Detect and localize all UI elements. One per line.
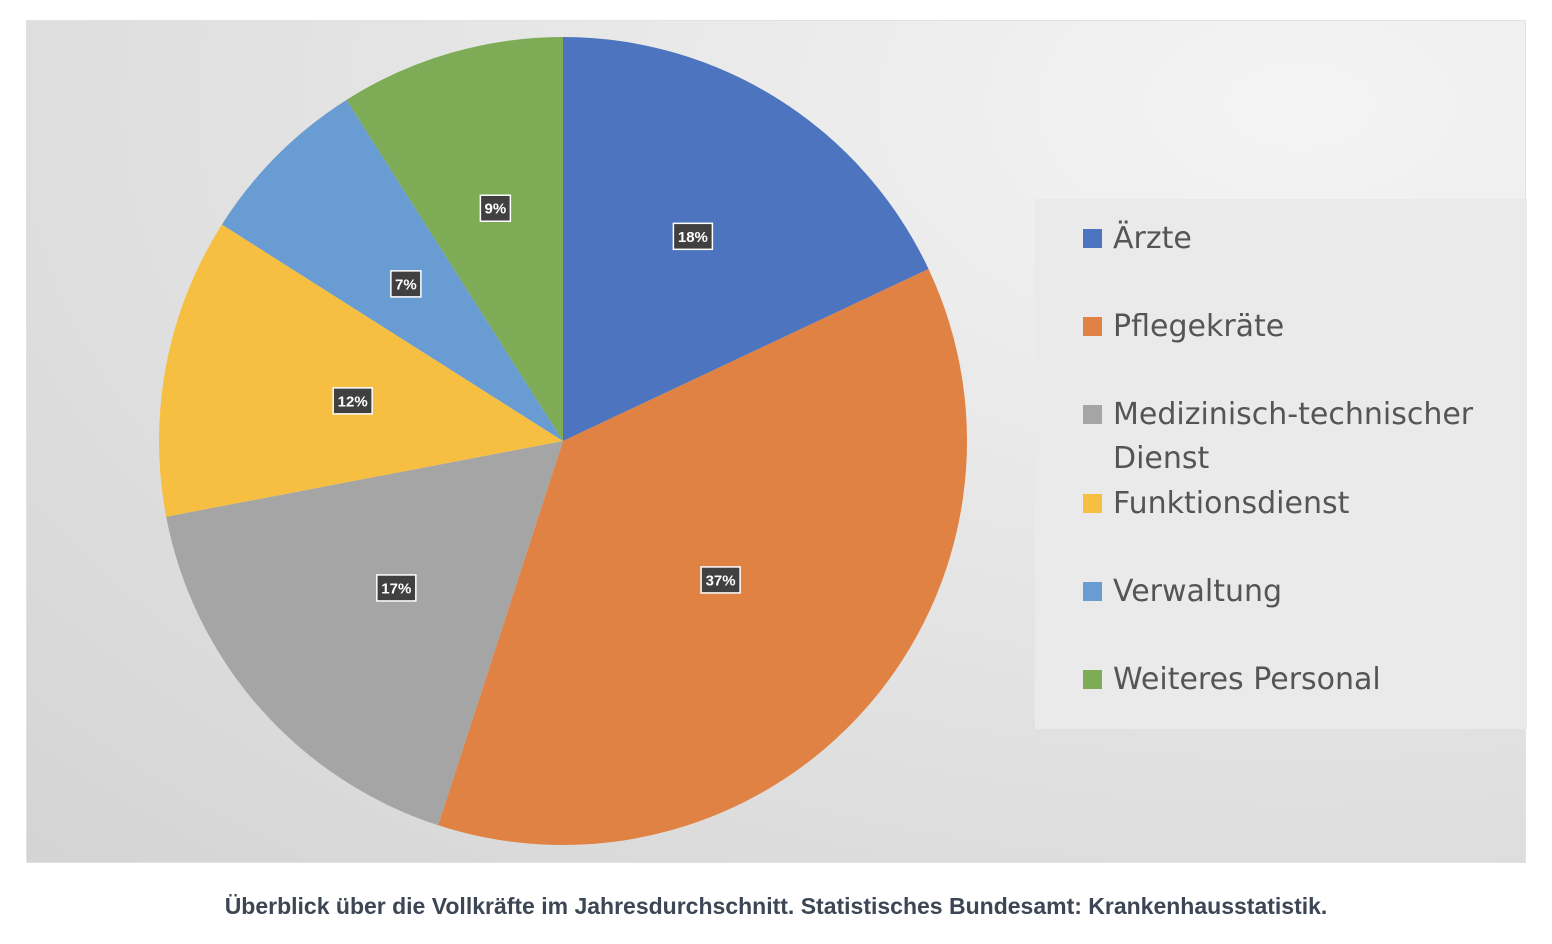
legend-item-verwaltung: Verwaltung bbox=[1083, 570, 1493, 614]
pie-chart: 18% 37% 17% 12% 7% 9% bbox=[159, 36, 968, 845]
legend-label: Verwaltung bbox=[1113, 574, 1283, 609]
pie-slice-pflegekraefte bbox=[438, 268, 968, 845]
chart-panel: 18% 37% 17% 12% 7% 9% Ärzte Pflegekräte Mediz… bbox=[26, 20, 1527, 863]
data-label-box bbox=[376, 574, 417, 602]
data-label-box bbox=[332, 387, 373, 415]
data-label-pflegekraefte: 37% bbox=[700, 566, 741, 594]
legend-item-aerzte: Ärzte bbox=[1083, 217, 1493, 261]
legend-item-medizinisch-technischer-dienst: Medizinisch-technischer Dienst bbox=[1083, 393, 1493, 481]
data-label-text: 17% bbox=[381, 580, 411, 597]
pie-slice-medizinisch-technischer-dienst bbox=[166, 441, 563, 826]
legend-item-funktionsdienst: Funktionsdienst bbox=[1083, 482, 1493, 526]
legend-item-weiteres-personal: Weiteres Personal bbox=[1083, 658, 1493, 702]
legend-label: Ärzte bbox=[1113, 221, 1192, 256]
legend-label: Pflegekräte bbox=[1113, 309, 1285, 344]
legend-label: Medizinisch-technischer Dienst bbox=[1113, 397, 1474, 476]
legend: Ärzte Pflegekräte Medizinisch-technische… bbox=[1035, 199, 1527, 729]
figure-caption: Überblick über die Vollkräfte im Jahresd… bbox=[224, 893, 1328, 919]
legend-swatch bbox=[1083, 405, 1102, 424]
data-label-box bbox=[390, 270, 422, 298]
data-label-medizinisch-technischer-dienst: 17% bbox=[376, 574, 417, 602]
pie-slice-aerzte bbox=[563, 37, 929, 441]
data-label-box bbox=[479, 194, 512, 222]
data-label-box bbox=[672, 222, 714, 251]
legend-swatch bbox=[1083, 317, 1102, 336]
data-label-funktionsdienst: 12% bbox=[332, 387, 373, 415]
pie-slice-funktionsdienst bbox=[159, 224, 563, 517]
data-label-weiteres-personal: 9% bbox=[479, 194, 512, 222]
data-label-text: 9% bbox=[485, 201, 507, 218]
data-label-verwaltung: 7% bbox=[390, 270, 422, 298]
data-label-text: 37% bbox=[706, 572, 736, 589]
legend-label: Weiteres Personal bbox=[1113, 662, 1381, 697]
legend-label: Funktionsdienst bbox=[1113, 486, 1350, 521]
pie-slice-weiteres-personal bbox=[346, 36, 563, 441]
data-label-aerzte: 18% bbox=[672, 222, 714, 251]
data-label-text: 7% bbox=[395, 276, 417, 293]
legend-swatch bbox=[1083, 229, 1102, 248]
data-label-box bbox=[700, 566, 741, 594]
legend-swatch bbox=[1083, 582, 1102, 601]
legend-swatch bbox=[1083, 670, 1102, 689]
legend-item-pflegekraefte: Pflegekräte bbox=[1083, 305, 1493, 349]
legend-swatch bbox=[1083, 494, 1102, 513]
data-label-text: 12% bbox=[338, 393, 368, 410]
data-label-text: 18% bbox=[678, 229, 708, 246]
